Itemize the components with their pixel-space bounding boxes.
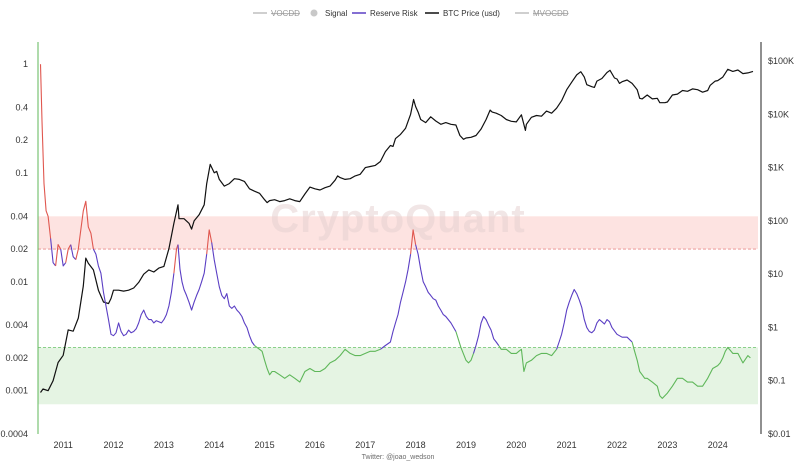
reserve-risk-segment <box>410 229 417 255</box>
legend-item[interactable]: BTC Price (usd) <box>425 9 500 18</box>
right-tick-label: $10K <box>768 109 789 119</box>
reserve-risk-segment <box>455 331 475 364</box>
left-tick-label: 0.1 <box>15 168 28 178</box>
reserve-risk-segment <box>92 248 175 337</box>
x-tick-label: 2015 <box>255 440 275 450</box>
reserve-risk-segment <box>206 229 213 255</box>
legend-item[interactable]: Reserve Risk <box>352 9 419 18</box>
legend-label: VOCDD <box>271 9 300 18</box>
reserve-risk-segment <box>415 244 457 332</box>
legend-label: MVOCDD <box>533 9 569 18</box>
reserve-risk-segment <box>60 249 67 267</box>
left-tick-label: 0.04 <box>10 211 28 221</box>
reserve-risk-segment <box>211 242 255 346</box>
left-tick-label: 0.01 <box>10 277 28 287</box>
reserve-risk-segment <box>498 345 558 373</box>
x-tick-label: 2019 <box>456 440 476 450</box>
btc-price-line <box>40 68 754 393</box>
reserve-risk-segment <box>254 345 381 383</box>
reserve-risk-segment <box>472 315 500 354</box>
reserve-risk-segment <box>75 200 94 260</box>
left-tick-label: 0.001 <box>5 386 28 396</box>
legend-label: Reserve Risk <box>370 9 419 18</box>
legend-item[interactable]: MVOCDD <box>515 9 569 18</box>
left-tick-label: 0.4 <box>15 102 28 112</box>
reserve-risk-segment <box>173 244 179 274</box>
x-tick-label: 2014 <box>204 440 224 450</box>
legend-item[interactable]: Signal <box>310 9 348 18</box>
x-tick-label: 2022 <box>607 440 627 450</box>
chart-credit: Twitter: @joao_wedson <box>362 454 435 461</box>
right-tick-label: $100K <box>768 56 794 66</box>
left-tick-label: 1 <box>23 59 28 69</box>
reserve-risk-segment <box>380 254 412 350</box>
watermark-text: CryptoQuant <box>270 197 525 241</box>
x-tick-label: 2011 <box>53 440 72 450</box>
legend-item[interactable]: VOCDD <box>253 9 300 18</box>
x-tick-label: 2023 <box>657 440 677 450</box>
left-tick-label: 0.02 <box>10 244 28 254</box>
reserve-risk-segment <box>556 288 633 350</box>
reserve-risk-segment <box>55 244 62 266</box>
reserve-risk-segment <box>65 244 72 263</box>
x-tick-label: 2024 <box>708 440 728 450</box>
reserve-risk-segment <box>70 244 77 260</box>
x-tick-label: 2013 <box>154 440 174 450</box>
right-tick-label: $0.1 <box>768 376 786 386</box>
legend-label: BTC Price (usd) <box>443 9 500 18</box>
left-tick-label: 0.002 <box>5 353 28 363</box>
x-tick-label: 2018 <box>406 440 426 450</box>
reserve-risk-segment <box>39 64 52 239</box>
right-tick-label: $1 <box>768 322 778 332</box>
x-tick-label: 2012 <box>104 440 124 450</box>
right-tick-label: $10 <box>768 269 783 279</box>
reserve-risk-segment <box>50 238 57 267</box>
reserve-risk-segment <box>177 244 208 311</box>
left-tick-label: 0.2 <box>15 135 28 145</box>
x-tick-label: 2017 <box>355 440 375 450</box>
chart-legend: VOCDD Signal Reserve Risk BTC Price (usd) MV… <box>253 9 569 18</box>
right-tick-label: $1K <box>768 163 784 173</box>
zone-undervalued <box>38 347 758 405</box>
x-tick-label: 2021 <box>557 440 577 450</box>
legend-swatch-dot <box>310 9 318 17</box>
reserve-risk-segment <box>631 341 751 399</box>
x-tick-label: 2020 <box>506 440 526 450</box>
right-tick-label: $0.01 <box>768 429 791 439</box>
x-tick-label: 2016 <box>305 440 325 450</box>
left-tick-label: 0.004 <box>5 320 28 330</box>
zone-overheated <box>38 216 758 250</box>
legend-label: Signal <box>325 9 347 18</box>
right-tick-label: $100 <box>768 216 788 226</box>
left-tick-label: 0.0004 <box>0 429 28 439</box>
